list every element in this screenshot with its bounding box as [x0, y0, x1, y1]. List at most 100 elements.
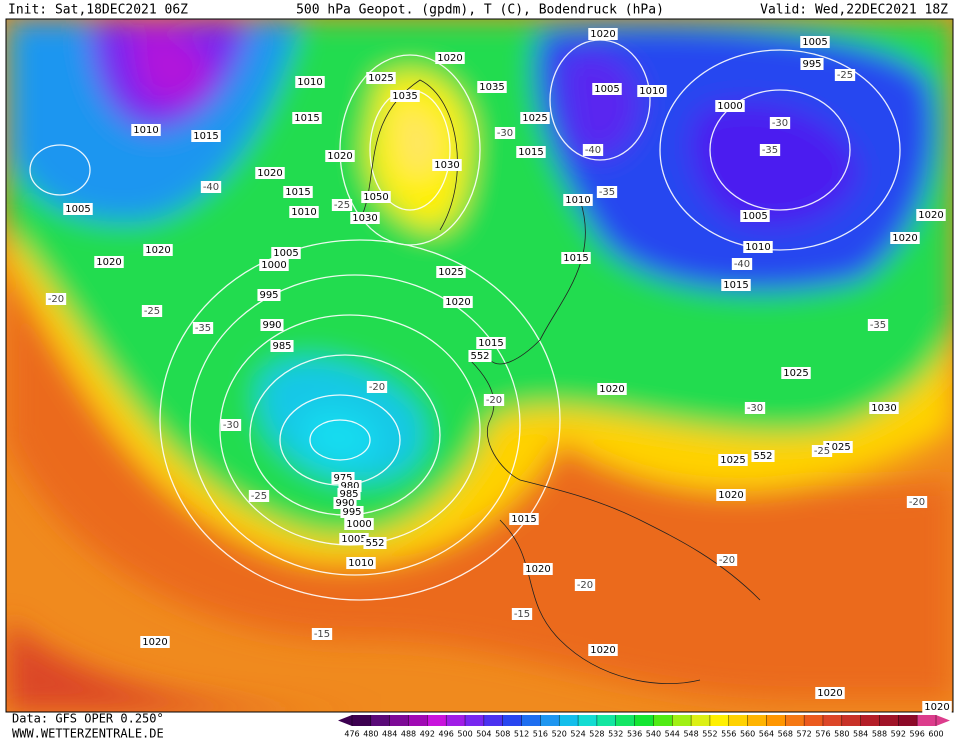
scale-tick-label: 504	[476, 730, 491, 739]
scale-bin	[483, 715, 504, 726]
scale-bin	[822, 715, 843, 726]
pressure-label: 1015	[285, 187, 310, 198]
pressure-label-box	[191, 130, 221, 142]
temperature-label-box	[483, 394, 505, 406]
scale-tick-label: 588	[872, 730, 887, 739]
temperature-label: -25	[334, 200, 350, 211]
temperature-label-box	[494, 127, 516, 139]
temperature-label-box	[811, 445, 833, 457]
temperature-label-box	[311, 628, 333, 640]
scale-bin	[502, 715, 523, 726]
pressure-label: 995	[259, 290, 278, 301]
scale-bin	[559, 715, 579, 726]
temperature-label-box	[582, 144, 604, 156]
pressure-label: 1000	[261, 260, 286, 271]
scale-bin	[860, 715, 880, 726]
pressure-label-box	[588, 28, 618, 40]
pressure-label: 1005	[341, 534, 366, 545]
pressure-label: 1010	[565, 195, 590, 206]
scale-bin	[728, 715, 749, 726]
pressure-label: 552	[470, 351, 489, 362]
scale-tick-label: 600	[928, 730, 943, 739]
pressure-label: 1020	[892, 233, 917, 244]
temperature-label: -25	[814, 446, 830, 457]
temperature-label: -20	[486, 395, 502, 406]
temperature-label: -40	[585, 145, 601, 156]
pressure-label: 1020	[525, 564, 550, 575]
pressure-label-box	[751, 450, 775, 462]
pressure-label: 1015	[723, 280, 748, 291]
scale-bin	[352, 715, 372, 726]
pressure-label: 990	[335, 498, 354, 509]
temperature-label: -35	[195, 323, 211, 334]
scale-bin	[785, 715, 805, 726]
temperature-label-box	[867, 319, 889, 331]
pressure-label: 1015	[193, 131, 218, 142]
pressure-label-box	[339, 533, 369, 545]
scale-bin	[540, 715, 560, 726]
pressure-label-box	[476, 337, 506, 349]
pressure-label: 1020	[599, 384, 624, 395]
pressure-label-box	[516, 146, 546, 158]
pressure-label: 1005	[273, 248, 298, 259]
scale-tick-label: 528	[589, 730, 604, 739]
pressure-label-box	[363, 537, 387, 549]
pressure-label-box	[922, 701, 952, 713]
pressure-label: 995	[342, 507, 361, 518]
pressure-label-box	[563, 194, 593, 206]
pressure-label: 1005	[65, 204, 90, 215]
scale-tick-label: 556	[721, 730, 736, 739]
pressure-label: 1030	[434, 160, 459, 171]
scale-tick-label: 592	[891, 730, 906, 739]
scale-tick-label: 536	[627, 730, 642, 739]
pressure-label-box	[259, 259, 289, 271]
scale-tick-label: 500	[457, 730, 472, 739]
pressure-label-box	[597, 383, 627, 395]
scale-bin	[578, 715, 598, 726]
temperature-label: -20	[577, 580, 593, 591]
pressure-label-box	[283, 186, 313, 198]
temperature-label: -30	[223, 420, 239, 431]
pressure-label: 1020	[590, 29, 615, 40]
pressure-label: 1050	[363, 192, 388, 203]
pressure-label-box	[140, 636, 170, 648]
scale-tick-label: 480	[363, 730, 378, 739]
temperature-label: -40	[203, 182, 219, 193]
pressure-label: 1015	[294, 113, 319, 124]
pressure-label: 1020	[918, 210, 943, 221]
scale-arrow-left	[338, 715, 352, 726]
scale-tick-label: 548	[683, 730, 698, 739]
pressure-label-box	[477, 81, 507, 93]
temperature-label-box	[511, 608, 533, 620]
scale-tick-label: 524	[570, 730, 585, 739]
pressure-label: 1020	[96, 257, 121, 268]
temperature-label-box	[906, 496, 928, 508]
pressure-label: 980	[340, 481, 359, 492]
pressure-label-box	[257, 289, 281, 301]
scale-bin	[596, 715, 617, 726]
pressure-label: 1030	[871, 403, 896, 414]
pressure-label: 1020	[327, 151, 352, 162]
pressure-label-box	[435, 52, 465, 64]
pressure-label-box	[561, 252, 591, 264]
temperature-label-box	[596, 186, 618, 198]
scale-bin	[408, 715, 428, 726]
temperature-label-box	[45, 293, 67, 305]
pressure-label: 1020	[817, 688, 842, 699]
pressure-label: 1010	[297, 77, 322, 88]
temperature-label-box	[744, 402, 766, 414]
scale-bin	[672, 715, 692, 726]
temperature-label: -30	[747, 403, 763, 414]
temperature-label: -20	[369, 382, 385, 393]
scale-tick-label: 564	[759, 730, 774, 739]
pressure-label-box	[800, 58, 824, 70]
pressure-label: 1020	[142, 637, 167, 648]
pressure-label-box	[800, 36, 830, 48]
pressure-label-box	[292, 112, 322, 124]
data-source: Data: GFS OPER 0.250°	[12, 712, 164, 726]
scale-tick-label: 508	[495, 730, 510, 739]
pressure-label: 975	[333, 473, 352, 484]
pressure-label: 1015	[478, 338, 503, 349]
pressure-label: 1005	[802, 37, 827, 48]
